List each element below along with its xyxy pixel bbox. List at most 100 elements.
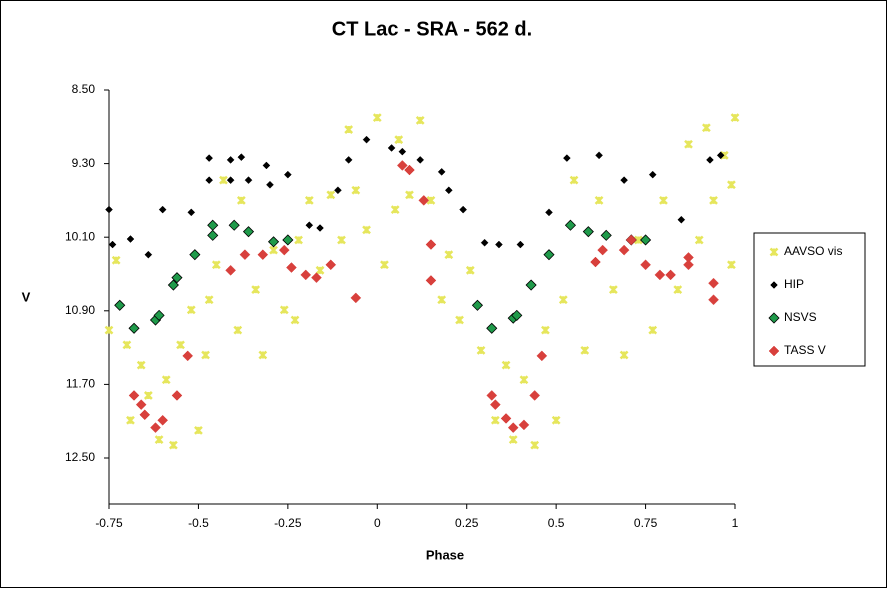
point [490, 415, 500, 425]
point [128, 322, 140, 334]
point [182, 350, 194, 362]
point [418, 195, 430, 206]
point [768, 312, 780, 324]
point [167, 279, 179, 291]
point [104, 325, 114, 335]
point [390, 205, 400, 214]
point [437, 168, 446, 176]
point [161, 375, 171, 385]
point [387, 144, 396, 152]
point [597, 244, 608, 256]
x-tick-label: 0.25 [455, 516, 479, 530]
point [619, 350, 629, 360]
point [706, 156, 714, 164]
point [518, 419, 530, 431]
point [315, 265, 325, 275]
point [205, 176, 214, 185]
point [708, 277, 719, 289]
point [425, 275, 437, 286]
point [139, 409, 151, 421]
y-tick-label: 10.10 [65, 229, 95, 243]
point [351, 185, 361, 195]
point [237, 153, 246, 162]
point [600, 229, 612, 241]
point [677, 215, 686, 224]
legend-label: TASS V [784, 343, 826, 357]
point [262, 161, 271, 170]
point [294, 235, 303, 245]
point [207, 229, 219, 241]
point [362, 135, 371, 144]
point [640, 259, 651, 271]
point [325, 259, 337, 271]
legend-label: HIP [784, 277, 804, 291]
point [143, 391, 153, 400]
point [242, 226, 255, 238]
point [511, 309, 523, 321]
point [580, 345, 590, 355]
point [194, 426, 203, 435]
point [266, 180, 274, 189]
point [489, 399, 501, 410]
point [416, 156, 425, 164]
point [415, 115, 425, 125]
point [269, 245, 278, 255]
point [665, 269, 676, 281]
point [257, 249, 269, 261]
x-tick-label: -0.5 [188, 516, 209, 530]
point [471, 299, 484, 311]
point [683, 252, 694, 263]
point [444, 250, 454, 260]
point [126, 235, 135, 243]
point [405, 190, 414, 200]
point [727, 260, 736, 270]
point [311, 272, 322, 284]
point [476, 345, 486, 355]
point [219, 175, 228, 185]
point [316, 224, 324, 232]
x-tick-label: 0 [374, 516, 381, 530]
point [126, 415, 135, 425]
y-tick-label: 8.50 [72, 82, 96, 96]
point [558, 295, 568, 305]
point [398, 147, 407, 156]
point [394, 135, 404, 145]
y-tick-label: 12.50 [65, 450, 95, 464]
point [380, 260, 389, 270]
point [128, 390, 140, 401]
x-tick-label: 1 [732, 516, 739, 530]
y-axis-label: V [22, 289, 31, 304]
point [286, 262, 297, 273]
point [239, 249, 251, 261]
point [425, 239, 437, 250]
point [153, 309, 165, 321]
x-tick-label: 0.5 [548, 516, 565, 530]
point [768, 345, 780, 357]
point [684, 139, 693, 149]
point [334, 186, 342, 195]
point [519, 375, 529, 385]
point [136, 360, 146, 370]
point [708, 294, 719, 306]
point [267, 236, 280, 248]
point [290, 315, 300, 325]
point [500, 413, 512, 424]
point [437, 295, 447, 305]
point [459, 205, 467, 214]
point [426, 196, 436, 205]
point [529, 390, 541, 401]
point [590, 256, 601, 268]
point [648, 325, 658, 335]
point [501, 360, 511, 370]
point [282, 234, 294, 246]
legend-label: NSVS [784, 310, 817, 324]
point [157, 414, 169, 426]
point [480, 238, 489, 247]
point [516, 240, 525, 249]
point [362, 225, 371, 235]
point [634, 235, 643, 245]
point [150, 422, 161, 433]
point [727, 180, 736, 190]
point [541, 325, 550, 335]
